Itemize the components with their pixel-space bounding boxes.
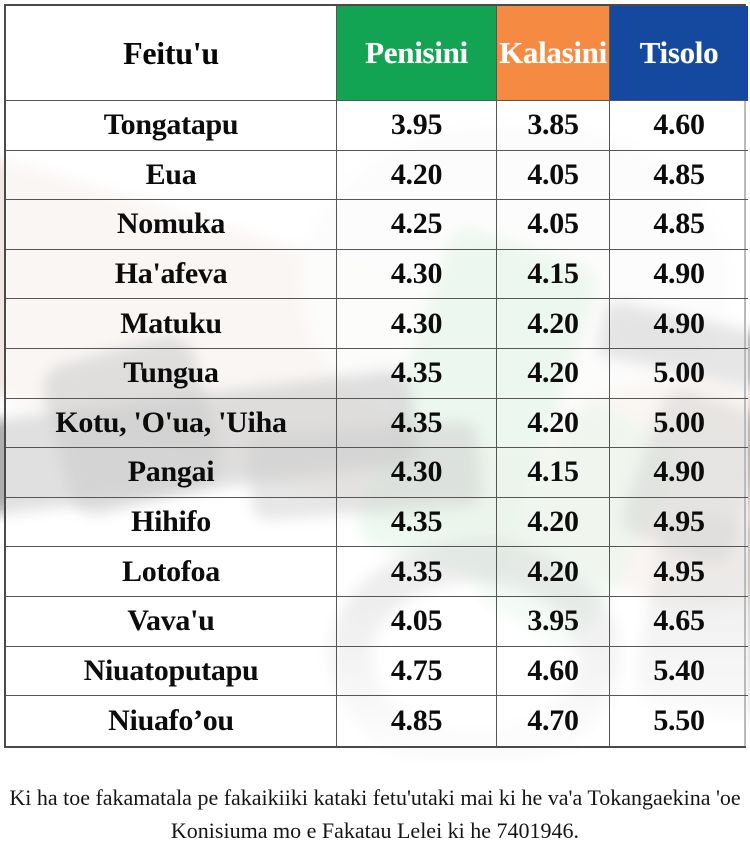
kalasini-cell: 4.05 [497,150,610,201]
tisolo-cell: 4.90 [610,448,748,498]
kalasini-cell: 4.20 [497,299,610,349]
place-cell: Vava'u [6,596,337,647]
kalasini-cell: 4.70 [497,696,610,746]
kalasini-cell: 4.05 [497,200,610,250]
penisini-cell: 4.20 [337,150,497,201]
tisolo-cell: 4.85 [610,150,748,201]
place-cell: Kotu, 'O'ua, 'Uiha [6,398,337,449]
penisini-cell: 4.30 [337,249,497,300]
place-cell: Hihifo [6,497,337,548]
kalasini-cell: 3.85 [497,101,610,151]
penisini-cell: 4.75 [337,646,497,697]
place-cell: Eua [6,150,337,201]
tisolo-cell: 4.65 [610,596,748,647]
place-cell: Nomuka [6,200,337,250]
penisini-cell: 4.30 [337,299,497,349]
penisini-cell: 4.35 [337,547,497,597]
penisini-cell: 4.35 [337,398,497,449]
tisolo-cell: 4.85 [610,200,748,250]
footer-note: Ki ha toe fakamatala pe fakaikiiki katak… [0,781,750,847]
place-cell: Lotofoa [6,547,337,597]
place-cell: Matuku [6,299,337,349]
kalasini-cell: 4.60 [497,646,610,697]
penisini-cell: 4.85 [337,696,497,746]
tisolo-cell: 4.90 [610,249,748,300]
kalasini-cell: 4.20 [497,547,610,597]
tisolo-cell: 5.50 [610,696,748,746]
column-header-tisolo: Tisolo [610,6,748,101]
kalasini-cell: 4.20 [497,348,610,399]
tisolo-cell: 5.40 [610,646,748,697]
penisini-cell: 3.95 [337,101,497,151]
penisini-cell: 4.05 [337,596,497,647]
place-cell: Pangai [6,448,337,498]
tisolo-cell: 4.90 [610,299,748,349]
kalasini-cell: 4.15 [497,448,610,498]
penisini-cell: 4.35 [337,497,497,548]
tisolo-cell: 4.95 [610,547,748,597]
column-header-kalasini: Kalasini [497,6,610,101]
place-cell: Tongatapu [6,101,337,151]
footer-line-1: Ki ha toe fakamatala pe fakaikiiki katak… [9,785,741,810]
penisini-cell: 4.30 [337,448,497,498]
column-header-place: Feitu'u [6,6,337,101]
tisolo-cell: 4.60 [610,101,748,151]
kalasini-cell: 4.20 [497,398,610,449]
tisolo-cell: 5.00 [610,348,748,399]
place-cell: Niuatoputapu [6,646,337,697]
place-cell: Tungua [6,348,337,399]
penisini-cell: 4.25 [337,200,497,250]
fuel-price-table: Feitu'u Penisini Kalasini Tisolo Tongata… [4,4,748,748]
kalasini-cell: 4.20 [497,497,610,548]
kalasini-cell: 4.15 [497,249,610,300]
place-cell: Ha'afeva [6,249,337,300]
footer-line-2: Konisiuma mo e Fakatau Lelei ki he 74019… [170,818,580,843]
penisini-cell: 4.35 [337,348,497,399]
place-cell: Niuafo’ou [6,696,337,746]
column-header-penisini: Penisini [337,6,497,101]
tisolo-cell: 4.95 [610,497,748,548]
kalasini-cell: 3.95 [497,596,610,647]
tisolo-cell: 5.00 [610,398,748,449]
